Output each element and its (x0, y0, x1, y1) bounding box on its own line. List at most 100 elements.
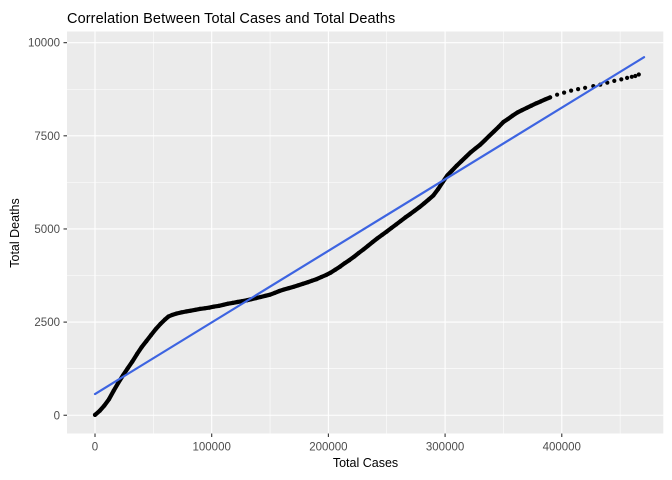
scatter-point (417, 205, 422, 210)
scatter-point (426, 197, 431, 202)
scatter-point (543, 97, 548, 102)
scatter-point (286, 286, 291, 291)
scatter-point (389, 225, 394, 231)
scatter-point (300, 281, 305, 286)
scatter-point (468, 150, 473, 155)
scatter-point (576, 87, 581, 92)
scatter-point (380, 232, 385, 237)
scatter-point (506, 116, 511, 121)
scatter-point (636, 72, 641, 77)
scatter-point (319, 274, 324, 280)
scatter-point (366, 243, 371, 248)
x-tick-label: 200000 (309, 442, 347, 454)
trend-line (93, 56, 646, 396)
scatter-point (125, 366, 130, 371)
scatter-point (619, 77, 624, 82)
scatter-point (296, 283, 301, 288)
scatter-point (338, 264, 343, 269)
scatter-point (111, 388, 116, 393)
scatter-point (197, 306, 203, 311)
scatter-point (130, 359, 135, 364)
scatter-point (459, 159, 464, 164)
scatter-point (162, 317, 168, 322)
scatter-point (538, 99, 543, 104)
scatter-point (272, 290, 277, 295)
scatter-point (202, 306, 207, 311)
scatter-point (436, 187, 441, 192)
scatter-point (139, 345, 144, 350)
x-axis-title: Total Cases (332, 456, 399, 470)
scatter-point (412, 208, 417, 213)
scatter-point (193, 307, 198, 312)
scatter-point (583, 85, 588, 90)
scatter-point (492, 129, 497, 134)
scatter-point (102, 403, 107, 408)
y-tick-label: 7500 (34, 131, 60, 143)
y-tick-label: 2500 (34, 317, 60, 329)
scatter-point (342, 261, 347, 266)
scatter-point (501, 119, 506, 125)
scatter-point (408, 212, 413, 217)
scatter-point (166, 314, 171, 319)
scatter-point (106, 397, 112, 402)
scatter-point (324, 272, 329, 278)
scatter-point (431, 193, 436, 198)
scatter-point (92, 412, 98, 417)
scatter-point (97, 408, 102, 413)
scatter-point (277, 288, 282, 294)
scatter-point (267, 292, 273, 297)
scatter-point (422, 201, 427, 206)
scatter-point (305, 280, 310, 285)
scatter-point (310, 278, 315, 283)
scatter-point (263, 293, 268, 298)
scatter-point (450, 168, 455, 173)
scatter-point (633, 73, 638, 79)
scatter-point (291, 284, 296, 289)
scatter-point (207, 305, 212, 310)
y-tick-label: 5000 (34, 224, 60, 236)
scatter-point (144, 339, 149, 344)
scatter-point (510, 113, 515, 118)
scatter-point (629, 74, 634, 79)
scatter-point (487, 133, 492, 138)
scatter-point (221, 302, 226, 307)
scatter-point (478, 142, 483, 147)
scatter-point (153, 327, 158, 332)
scatter-point (116, 380, 121, 385)
scatter-point (347, 258, 352, 263)
scatter-point (333, 267, 338, 272)
scatter-point (148, 333, 154, 338)
scatter-point (370, 239, 375, 245)
scatter-point (454, 163, 459, 168)
scatter-point (403, 215, 408, 220)
scatter-point (375, 236, 380, 241)
scatter-point (496, 124, 501, 129)
x-tick-label: 300000 (426, 442, 464, 454)
scatter-point (328, 270, 333, 275)
scatter-point (534, 101, 539, 106)
scatter-point (612, 78, 617, 83)
scatter-point (216, 303, 221, 308)
scatter-point (529, 103, 534, 108)
scatter-point (281, 287, 287, 292)
x-tick-label: 400000 (543, 442, 581, 454)
scatter-point (569, 88, 574, 93)
x-tick-label: 100000 (193, 442, 231, 454)
scatter-point (520, 108, 525, 113)
scatter-point (515, 110, 520, 115)
scatter-point (548, 95, 553, 100)
scatter-point (179, 310, 184, 315)
scatter-point (384, 229, 389, 234)
scatter-point (235, 299, 240, 305)
y-tick-label: 0 (54, 410, 60, 422)
scatter-point (524, 105, 529, 110)
scatter-point (314, 277, 319, 282)
scatter-point (352, 254, 357, 259)
scatter-point (562, 90, 567, 95)
x-tick-label: 0 (92, 442, 98, 454)
scatter-point (230, 300, 235, 305)
scatter-point (464, 154, 469, 159)
plot-panel (67, 31, 664, 434)
